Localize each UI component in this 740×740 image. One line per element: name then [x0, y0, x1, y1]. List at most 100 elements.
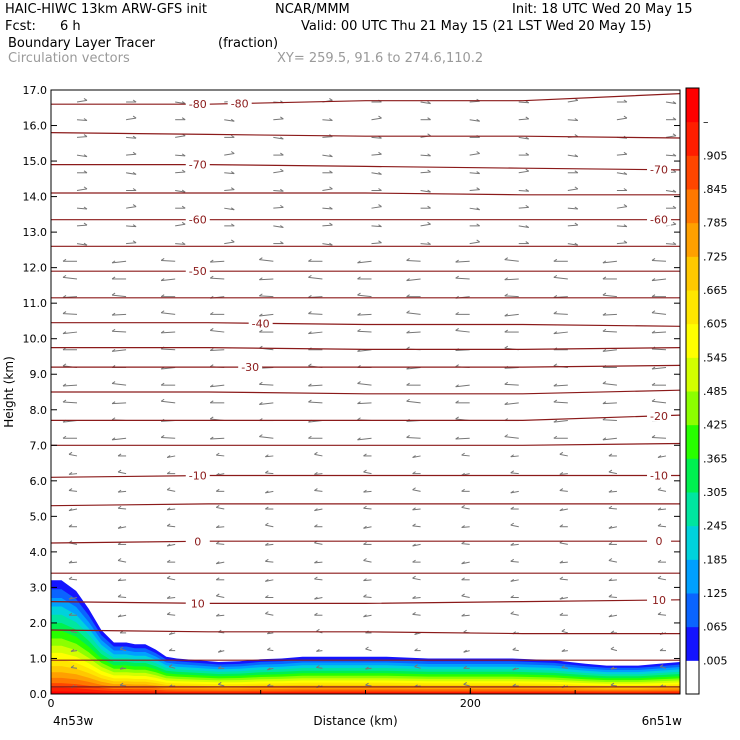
wind-vector-head — [476, 171, 480, 175]
colorbar-label: .605 — [703, 318, 728, 331]
wind-vector-head — [230, 151, 235, 154]
wind-vector — [469, 119, 480, 122]
wind-vector-head — [308, 331, 312, 335]
wind-vector — [363, 507, 372, 510]
wind-vector — [273, 136, 284, 140]
x-axis-label: Distance (km) — [313, 714, 397, 728]
wind-vector — [357, 260, 372, 264]
wind-vector — [273, 225, 284, 228]
contour-label-bg — [185, 265, 210, 278]
wind-vector — [665, 135, 677, 138]
wind-vector-head — [561, 665, 566, 668]
wind-vector-head — [62, 295, 67, 298]
colorbar-label: .905 — [703, 149, 728, 162]
wind-vector — [68, 578, 78, 581]
wind-vector-head — [280, 241, 284, 244]
wind-vector-head — [280, 116, 284, 120]
wind-vector-head — [181, 153, 186, 157]
wind-vector — [504, 278, 519, 281]
colorbar-label: .545 — [703, 351, 728, 364]
wind-vector — [461, 543, 470, 545]
wind-vector-head — [230, 134, 235, 138]
wind-vector — [175, 243, 186, 245]
wind-vector — [314, 473, 323, 475]
wind-vector-head — [455, 384, 459, 388]
wind-vector-head — [314, 576, 318, 580]
wind-vector-head — [461, 488, 465, 492]
wind-vector — [357, 437, 372, 441]
colorbar-label: .185 — [703, 553, 728, 566]
wind-vector — [651, 436, 667, 439]
contour-label-bg — [227, 97, 252, 110]
wind-vector — [322, 188, 333, 191]
wind-vector-head — [166, 523, 171, 527]
wind-vector-head — [217, 665, 222, 669]
wind-vector — [117, 471, 127, 475]
wind-vector-head — [68, 560, 73, 564]
wind-vector-head — [602, 260, 607, 264]
wind-vector — [308, 401, 323, 404]
wind-vector-head — [230, 171, 235, 175]
contour-label: -70 — [650, 164, 668, 177]
wind-vector — [167, 455, 176, 459]
wind-vector — [117, 560, 127, 563]
wind-vector — [161, 348, 176, 351]
wind-vector — [518, 170, 529, 174]
wind-vector — [504, 383, 519, 386]
wind-vector-head — [427, 189, 431, 193]
colorbar-swatch — [686, 155, 699, 190]
wind-vector-head — [574, 170, 579, 174]
temperature-contour — [51, 389, 681, 395]
x-tick-label: 0 — [48, 697, 55, 710]
wind-vector — [161, 400, 176, 404]
wind-vector-head — [525, 204, 530, 208]
wind-vector — [259, 383, 274, 386]
wind-vector-head — [559, 488, 564, 491]
wind-vector-head — [378, 171, 382, 175]
wind-vector-head — [608, 525, 613, 529]
colorbar-swatch — [686, 660, 699, 695]
wind-vector-head — [461, 561, 465, 565]
wind-vector — [665, 243, 677, 245]
wind-vector — [322, 119, 333, 121]
wind-vector — [314, 561, 323, 564]
wind-vector-head — [672, 133, 677, 137]
wind-vector-head — [166, 575, 171, 579]
wind-vector-head — [525, 188, 530, 192]
cross-section-coordinates: XY= 259.5, 91.6 to 274.6,110.2 — [277, 51, 484, 66]
colorbar-label: .665 — [703, 284, 728, 297]
wind-vector-head — [83, 242, 88, 246]
wind-vector-head — [117, 614, 122, 618]
wind-vector — [651, 366, 667, 370]
wind-vector-head — [181, 169, 186, 173]
wind-vector — [363, 471, 372, 475]
colorbar-label: .725 — [703, 250, 728, 263]
wind-vector — [651, 312, 667, 315]
wind-vector — [510, 490, 519, 494]
wind-vector — [420, 189, 431, 193]
wind-vector-head — [504, 402, 509, 405]
wind-vector — [657, 508, 667, 511]
wind-vector — [167, 597, 176, 599]
wind-vector-head — [363, 469, 367, 473]
wind-vector-head — [168, 664, 173, 668]
colorbar-swatch — [686, 290, 699, 325]
wind-vector-head — [111, 312, 116, 316]
field-units: (fraction) — [218, 36, 279, 51]
wind-vector — [314, 597, 323, 600]
wind-vector — [665, 154, 677, 157]
wind-vector — [602, 437, 617, 441]
wind-vector — [461, 614, 470, 617]
wind-vector — [76, 207, 88, 210]
wind-vector-head — [265, 522, 269, 526]
wind-vector-head — [166, 559, 171, 563]
wind-vector-head — [672, 117, 677, 121]
wind-vector — [567, 119, 578, 121]
wind-vector-head — [510, 470, 515, 474]
wind-vector-head — [217, 649, 222, 653]
y-tick-label: 6.0 — [30, 475, 48, 488]
wind-vector-head — [476, 151, 480, 154]
wind-vector-head — [265, 470, 269, 474]
contour-label: -30 — [241, 361, 259, 374]
wind-vector — [412, 577, 421, 581]
